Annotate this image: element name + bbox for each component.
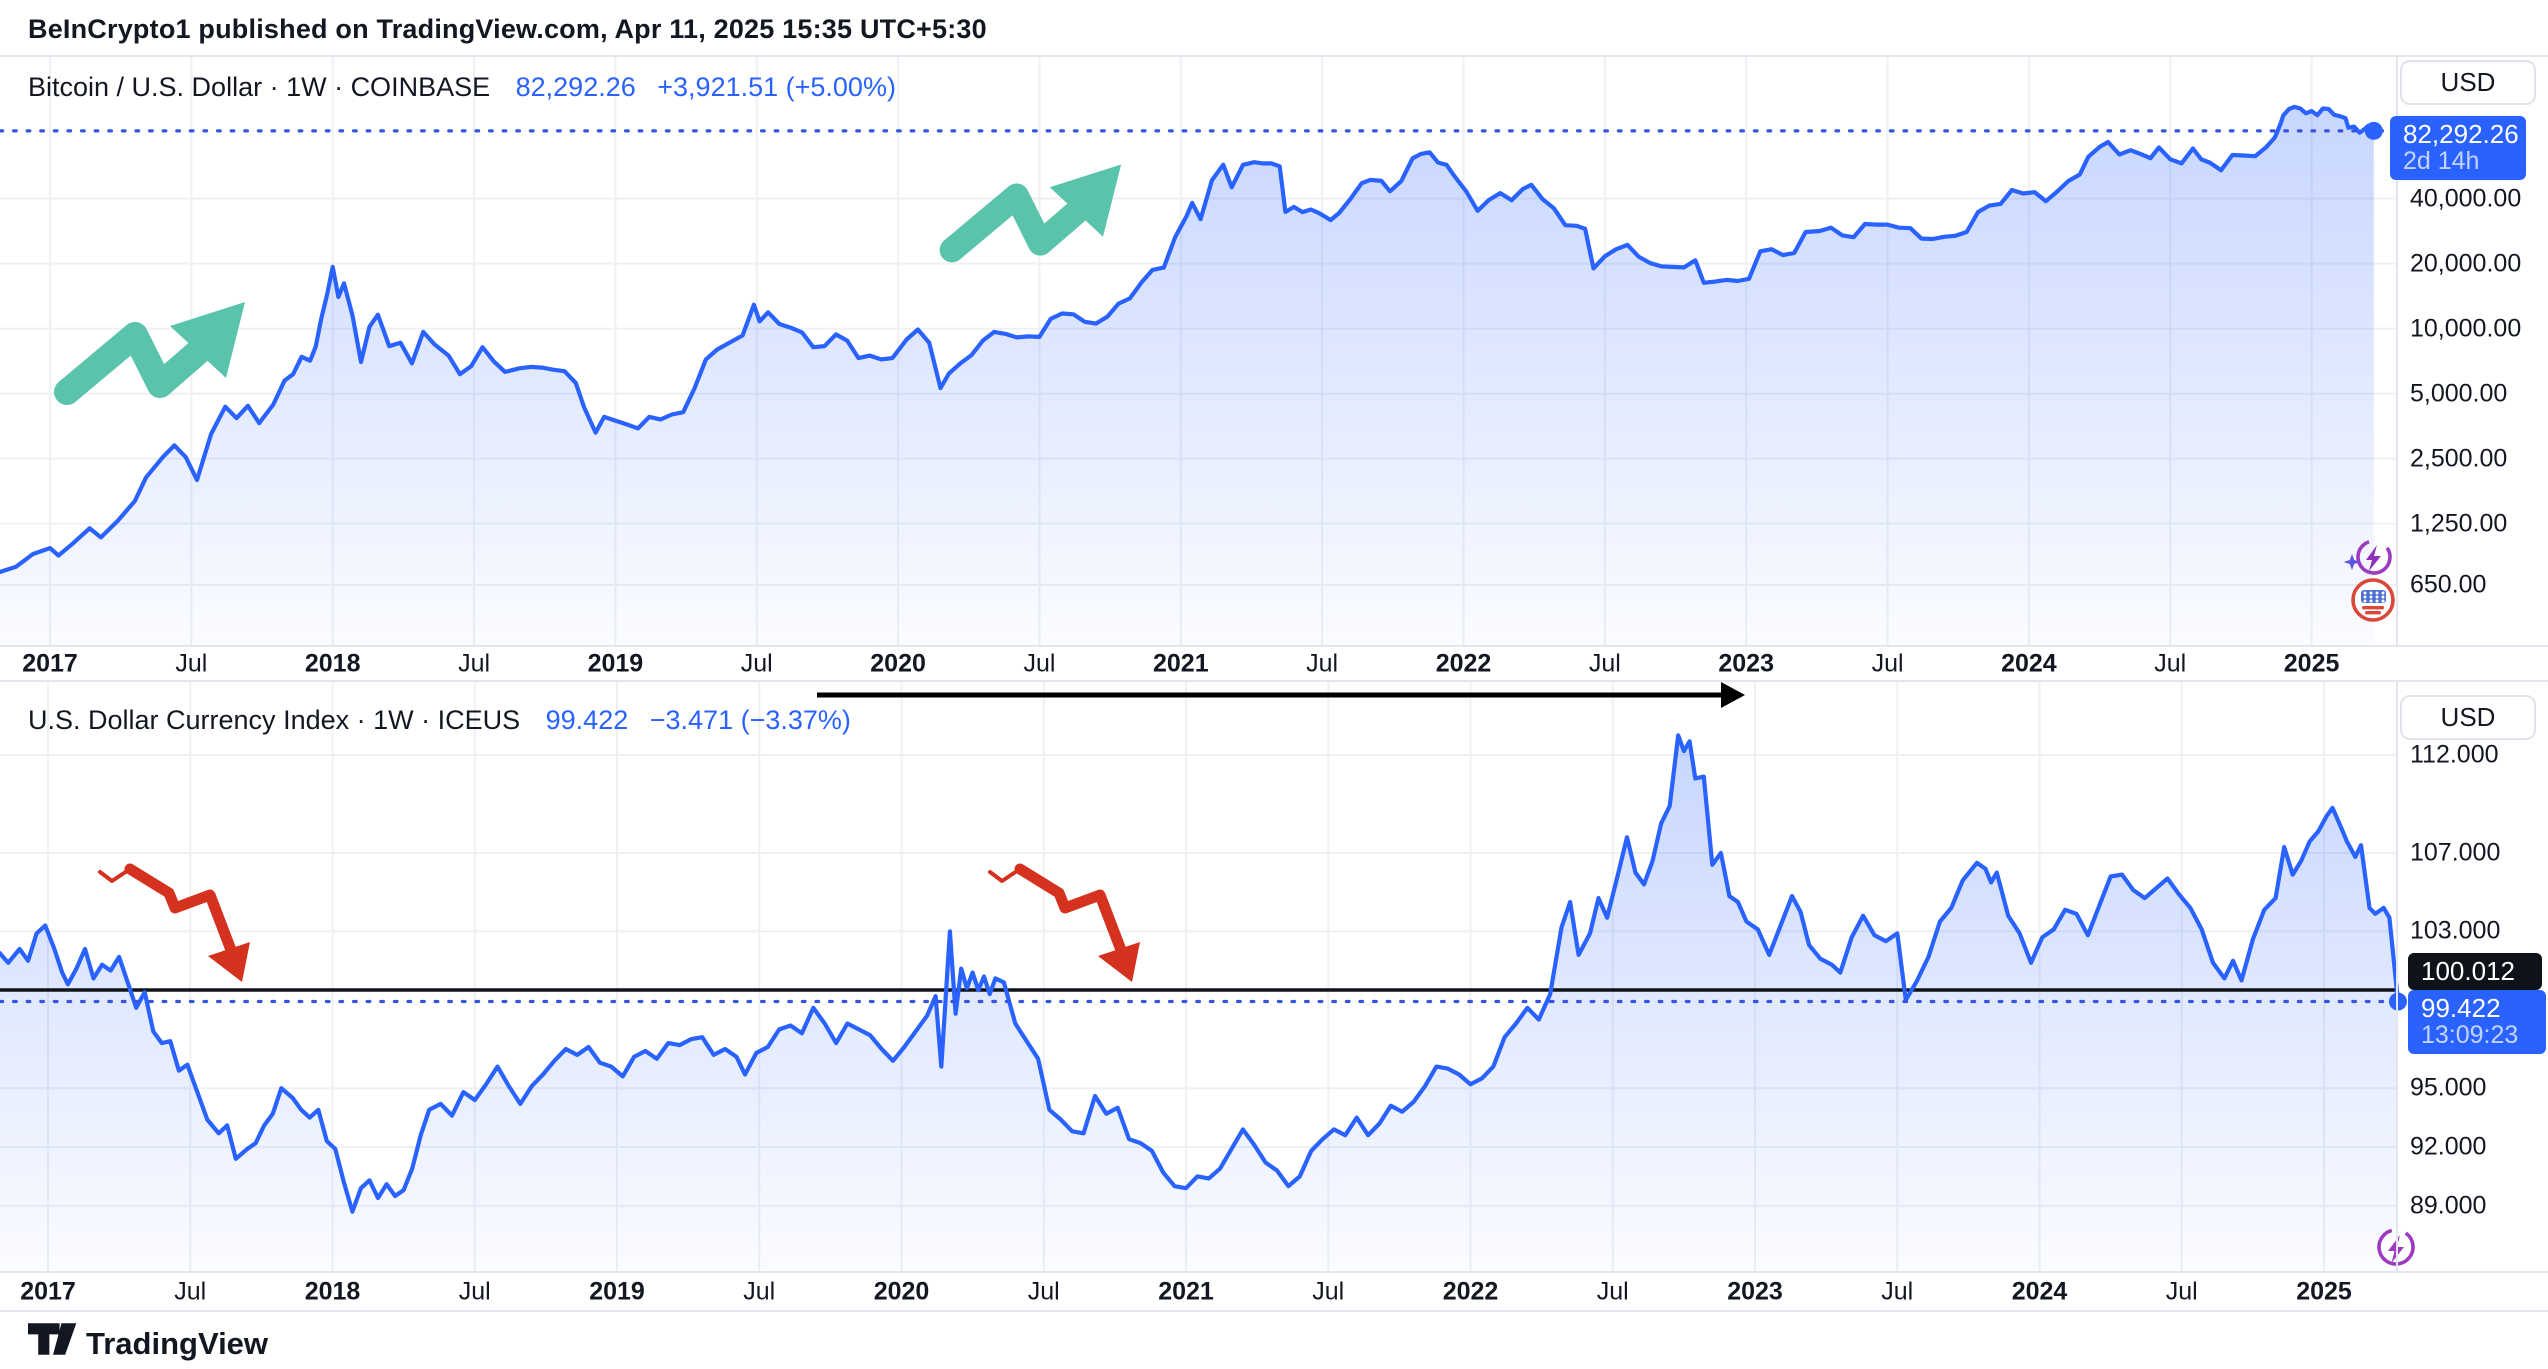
pane2-legend: U.S. Dollar Currency Index · 1W · ICEUS …: [28, 705, 851, 736]
pane2-plot: [0, 682, 2407, 1271]
pane2-badge-price: 99.422: [2421, 993, 2501, 1023]
green-up-trend-arrow-icon: [54, 302, 245, 405]
pane2-symbol-title: U.S. Dollar Currency Index · 1W · ICEUS: [28, 705, 521, 735]
header-divider: [0, 55, 2548, 57]
tradingview-logo-icon[interactable]: [28, 1320, 80, 1358]
sparkle-lightning-icon: [2343, 539, 2392, 575]
top-time-axis-top-border: [0, 645, 2548, 647]
pane1-symbol-title: Bitcoin / U.S. Dollar · 1W · COINBASE: [28, 72, 491, 102]
price-scale-border-top-pane: [2396, 57, 2398, 645]
bottom-time-axis-top-border: [0, 1271, 2548, 1273]
pane2-area-fill: [0, 735, 2398, 1271]
pane1-badge-countdown: 2d 14h: [2403, 147, 2480, 175]
bottom-time-axis-bottom-border: [0, 1310, 2548, 1312]
pane2-last-price-badge: 99.422 13:09:23: [2408, 990, 2546, 1054]
pane2-currency-button[interactable]: USD: [2400, 695, 2536, 740]
pane1-last-point-dot: [2364, 121, 2383, 140]
tradingview-wordmark[interactable]: TradingView: [86, 1326, 269, 1361]
pane1-currency-button[interactable]: USD: [2400, 60, 2536, 105]
pane2-level-value: 100.012: [2421, 956, 2515, 986]
red-down-trend-arrow-icon: [98, 863, 250, 982]
timeline-forward-arrow-icon: [817, 682, 1745, 708]
pane2-last-price: 99.422: [545, 705, 629, 735]
pane1-last-price-badge: 82,292.26 2d 14h: [2390, 116, 2526, 180]
pane1-price-line: [0, 104, 2376, 575]
pane1-legend: Bitcoin / U.S. Dollar · 1W · COINBASE 82…: [28, 72, 896, 103]
publish-attribution: BeInCrypto1 published on TradingView.com…: [28, 14, 987, 44]
price-scale-border-bottom-pane: [2396, 682, 2398, 1271]
pane2-price-line: [0, 733, 2401, 1214]
pane2-badge-countdown: 13:09:23: [2421, 1021, 2519, 1049]
pane1-change: +3,921.51 (+5.00%): [657, 72, 896, 102]
red-down-trend-arrow-icon: [988, 863, 1140, 982]
us-flag-icon: [2351, 578, 2395, 622]
pane2-level-badge: 100.012: [2408, 953, 2542, 990]
pane1-area-fill: [0, 106, 2374, 645]
pane2-change: −3.471 (−3.37%): [649, 705, 851, 735]
green-up-trend-arrow-icon: [939, 164, 1122, 263]
pane1-last-price: 82,292.26: [515, 72, 636, 102]
pane1-plot: [0, 57, 2398, 645]
top-time-axis-bottom-border: [0, 680, 2548, 682]
pane1-badge-price: 82,292.26: [2403, 119, 2519, 149]
